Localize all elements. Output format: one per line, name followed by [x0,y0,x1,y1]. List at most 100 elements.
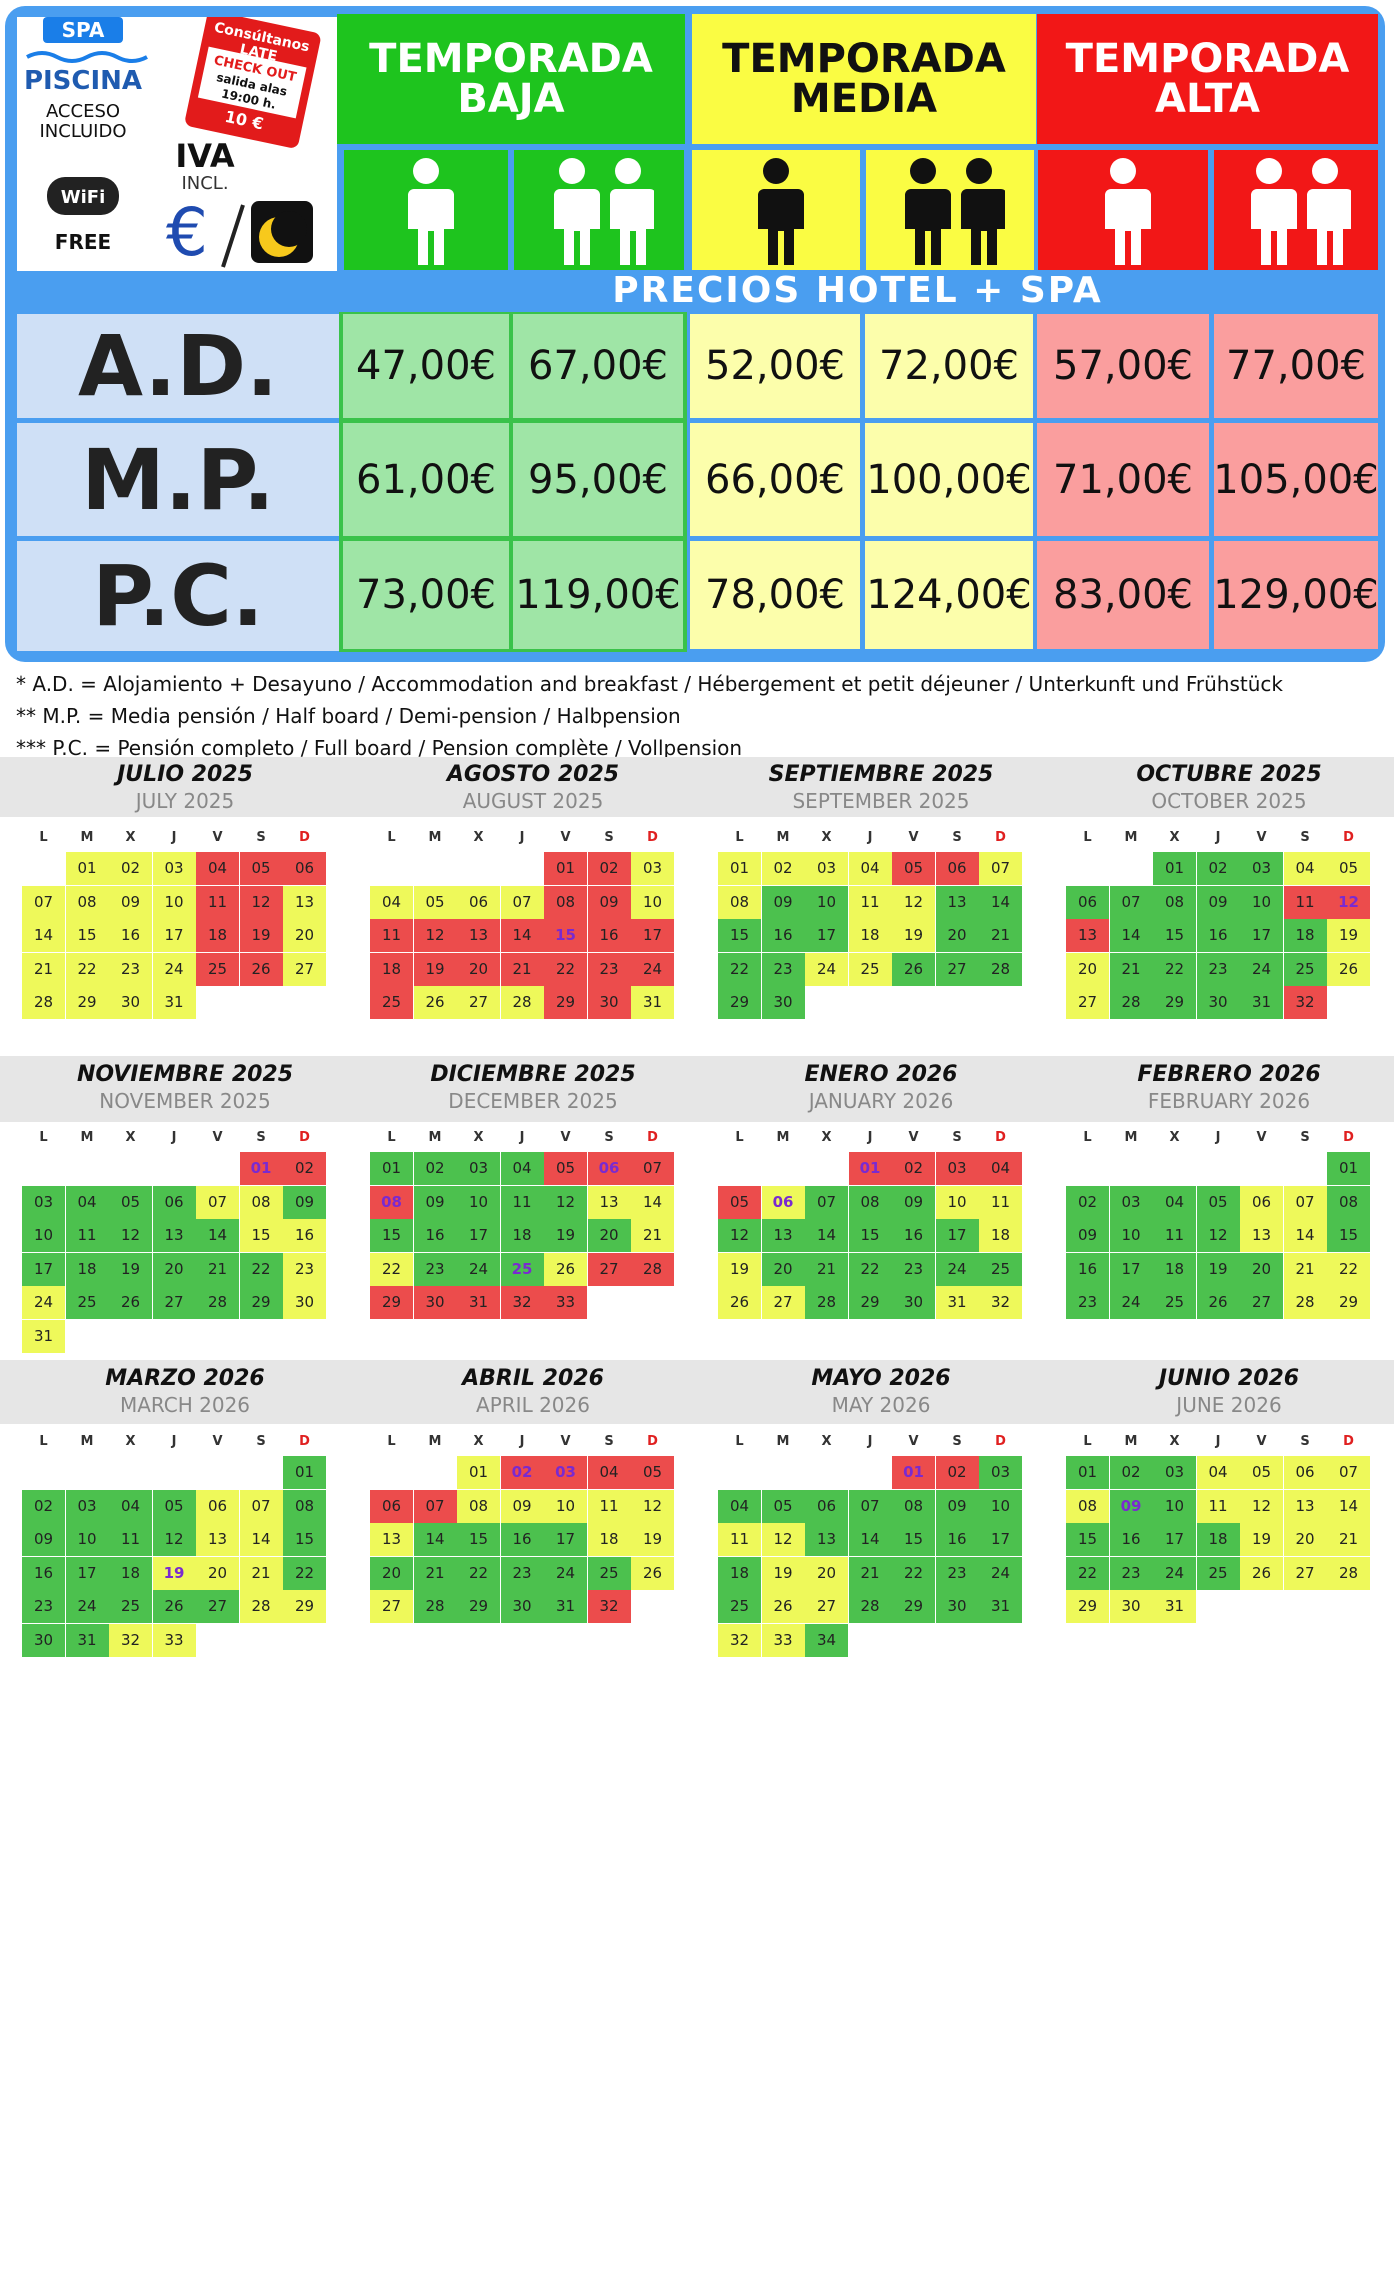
weekday-header: L [735,1130,744,1145]
weekday-header: J [171,1434,177,1449]
calendar-day: 09 [1066,1219,1109,1253]
weekday-header: M [80,1434,94,1449]
calendar-day: 28 [848,1590,892,1624]
single-person-icon [1038,150,1208,270]
month-title: JULIO 2025 [117,762,253,787]
calendar-day: 23 [1196,952,1240,986]
weekday-header: S [256,1130,266,1145]
calendar-day: 28 [1327,1556,1370,1590]
calendar-day: 06 [1283,1456,1327,1489]
calendar-day: 20 [457,952,500,986]
calendar-day: 24 [805,952,848,986]
weekday-header: L [387,1130,396,1145]
calendar-day: 05 [718,1185,761,1219]
calendar-day: 21 [196,1252,239,1286]
calendar-day: 24 [544,1556,587,1590]
calendar-day: 10 [22,1219,65,1253]
calendar-day: 21 [413,1556,457,1590]
calendar-day: 27 [761,1286,805,1320]
calendar-day: 12 [413,919,457,953]
calendar-day: 01 [544,852,587,885]
calendar-day: 04 [848,852,892,885]
calendar-day: 22 [370,1252,413,1286]
calendar-day: 02 [587,852,631,885]
calendar-day: 03 [22,1185,65,1219]
calendar-day: 16 [935,1523,979,1557]
calendar-day: 24 [935,1252,979,1286]
calendar-day: 32 [109,1624,152,1657]
calendar-day: 17 [65,1556,109,1590]
double-person-icon [514,150,684,270]
calendar-day: 27 [370,1590,413,1624]
calendar-day: 19 [718,1252,761,1286]
weekday-header: J [867,1130,873,1145]
month-subtitle: JANUARY 2026 [808,1089,954,1113]
month-calendar: JUNIO 2026 JUNE 2026 L M X J V S D 01 02 03 04 05 06 07… [1064,1366,1394,1624]
calendar-day: 17 [935,1219,979,1253]
weekday-header: X [473,1434,484,1449]
calendar-day: 26 [1240,1556,1283,1590]
weekday-header: V [212,830,223,845]
weekday-header: X [473,1130,484,1145]
calendar-day: 06 [370,1489,413,1523]
weekday-header: J [1215,830,1221,845]
calendar-day: 11 [718,1523,761,1557]
calendar-day: 17 [631,919,674,953]
calendar-day: 21 [22,952,65,986]
calendar-day: 30 [892,1286,935,1320]
price-ad-baja-2: 67,00€ [513,314,683,418]
calendar-day: 26 [631,1556,674,1590]
row-label-mp: M.P. [17,423,339,536]
access-line2: INCLUIDO [40,121,127,142]
calendar-day: 21 [239,1556,283,1590]
calendar-day: 14 [22,919,65,953]
row-label-ad: A.D. [17,314,339,418]
calendar-day: 14 [413,1523,457,1557]
weekday-header: J [519,1130,525,1145]
calendar-day: 33 [544,1286,587,1320]
calendar-day: 27 [152,1286,196,1320]
calendar-day: 25 [500,1252,544,1286]
calendar-day: 26 [239,952,283,986]
weekday-header: J [867,830,873,845]
weekday-header: V [560,1434,571,1449]
calendar-band [0,757,1394,817]
calendar-day: 04 [65,1185,109,1219]
calendar-day: 31 [1240,986,1283,1020]
calendar-day: 16 [500,1523,544,1557]
note-ad: * A.D. = Alojamiento + Desayuno / Accomm… [16,672,1283,696]
calendar-day: 29 [1153,986,1196,1020]
calendar-day: 23 [761,952,805,986]
calendar-day: 19 [152,1556,196,1590]
calendar-day: 07 [413,1489,457,1523]
calendar-day: 04 [500,1152,544,1185]
calendar-day: 19 [1327,919,1370,953]
calendar-day: 22 [457,1556,500,1590]
price-ad-baja-1: 47,00€ [343,314,509,418]
month-title: JUNIO 2026 [1158,1366,1300,1391]
weekday-header: D [995,830,1006,845]
calendar-day: 20 [1283,1523,1327,1557]
calendar-day: 01 [848,1152,892,1185]
calendar-day: 25 [848,952,892,986]
calendar-day: 08 [457,1489,500,1523]
calendar-day: 16 [283,1219,326,1253]
calendar-day: 18 [848,919,892,953]
calendar-day: 05 [631,1456,674,1489]
calendar-day: 14 [848,1523,892,1557]
calendar-day: 19 [631,1523,674,1557]
price-pc-alta-2: 129,00€ [1213,541,1379,649]
month-subtitle: DECEMBER 2025 [448,1089,618,1113]
calendar-day: 17 [1109,1252,1153,1286]
calendar-day: 18 [370,952,413,986]
calendar-day: 05 [152,1489,196,1523]
weekday-header: J [1215,1130,1221,1145]
calendar-day: 10 [935,1185,979,1219]
calendar-day: 07 [631,1152,674,1185]
calendar-day: 29 [718,986,761,1020]
calendar-day: 24 [1153,1556,1196,1590]
calendar-day: 14 [1283,1219,1327,1253]
calendar-day: 05 [1240,1456,1283,1489]
calendar-day: 32 [979,1286,1022,1320]
calendar-day: 15 [283,1523,326,1557]
